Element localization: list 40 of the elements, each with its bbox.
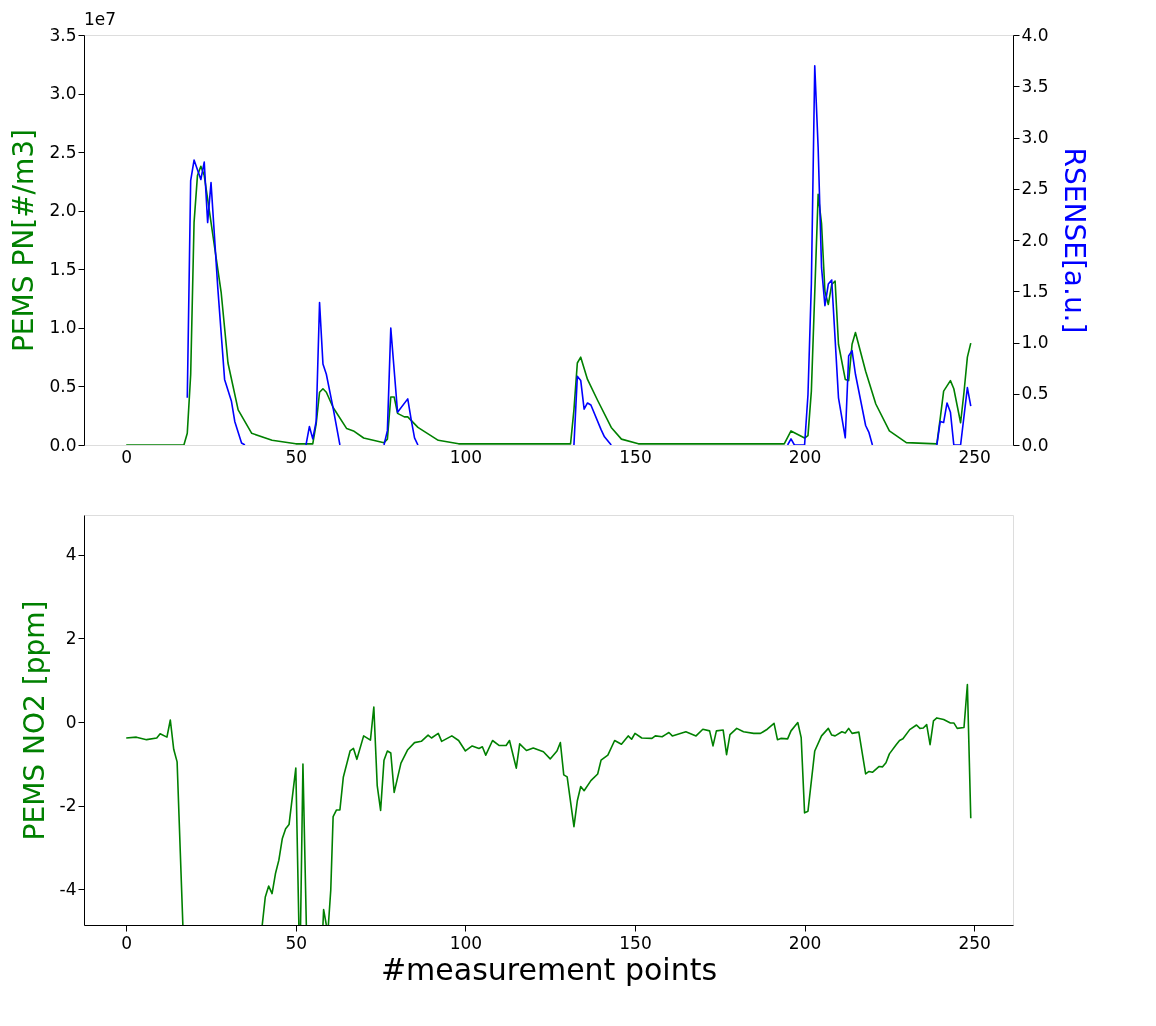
- y-tick-label: 3.0: [49, 83, 77, 104]
- y-tick-label: -4: [59, 878, 77, 899]
- line-series: [125, 165, 972, 445]
- x-tick-label: 100: [449, 932, 483, 953]
- y2-tick-label: 3.0: [1021, 127, 1049, 147]
- y-tick-label: 0.5: [49, 375, 77, 396]
- y2-tick-label: 1.0: [1021, 332, 1049, 352]
- y2-tick-label: 0.5: [1021, 383, 1049, 404]
- y2-tick-label: 4.0: [1021, 24, 1049, 45]
- y-tick-label: 0.0: [49, 434, 77, 455]
- x-tick-label: 100: [449, 446, 483, 467]
- x-tick-label: 0: [121, 932, 133, 953]
- text: 1e7: [84, 9, 117, 29]
- y-tick-label: 2: [65, 627, 77, 648]
- x-tick-label: 150: [619, 932, 652, 953]
- y-axis-title: PEMS NO2 [ppm]: [17, 600, 51, 841]
- y-tick-label: 3.5: [49, 24, 77, 45]
- x-tick-label: 50: [285, 932, 308, 953]
- y2-tick-label: 2.5: [1021, 178, 1049, 199]
- y-tick-label: 4: [65, 544, 77, 565]
- y2-tick-label: 1.5: [1021, 280, 1049, 301]
- x-tick-label: 250: [958, 932, 991, 953]
- x-tick-label: 250: [958, 446, 991, 467]
- y-axis-title: PEMS PN[#/m3]: [7, 128, 41, 353]
- x-tick-label: 50: [285, 446, 308, 467]
- x-tick-label: 200: [788, 932, 822, 953]
- x-tick-label: 150: [619, 446, 652, 467]
- y-tick-label: 0: [65, 711, 77, 732]
- x-tick-label: 200: [788, 446, 822, 467]
- y-tick-label: 2.5: [49, 141, 77, 162]
- x-tick-label: 0: [121, 446, 133, 467]
- y-tick-label: 1.0: [49, 317, 77, 338]
- y2-tick-label: 2.0: [1021, 229, 1049, 250]
- y-tick-label: 1.5: [49, 258, 77, 279]
- y2-axis-title: RSENSE[a.u.]: [1057, 147, 1091, 334]
- y2-tick-label: 0.0: [1021, 434, 1049, 455]
- y-tick-label: 2.0: [49, 200, 77, 221]
- y-tick-label: -2: [59, 795, 77, 816]
- x-axis-title: #measurement points: [380, 951, 718, 987]
- y2-tick-label: 3.5: [1021, 75, 1049, 96]
